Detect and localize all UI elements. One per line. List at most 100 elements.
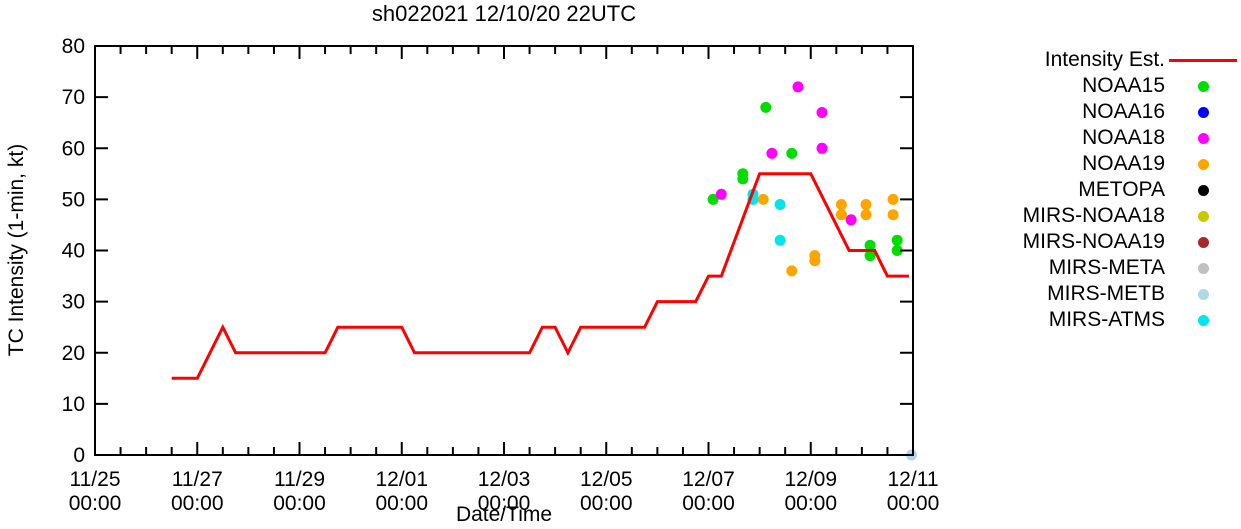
legend-label: Intensity Est. <box>1044 48 1165 71</box>
legend-label: MIRS-META <box>1048 256 1165 279</box>
legend-label: MIRS-NOAA18 <box>1022 204 1165 227</box>
scatter-point-noaa19 <box>809 255 821 267</box>
y-tick-label: 40 <box>62 240 85 263</box>
y-tick-label: 60 <box>62 137 85 160</box>
x-tick-label-time: 00:00 <box>887 492 940 515</box>
scatter-point-noaa19 <box>835 199 847 210</box>
scatter-point-noaa15 <box>737 173 749 185</box>
scatter-point-noaa18 <box>792 81 804 93</box>
dot-swatch-icon <box>1197 158 1209 170</box>
legend-item-noaa15: NOAA15 <box>945 73 1241 99</box>
legend-dot-sample <box>1165 288 1241 300</box>
intensity-line <box>171 172 909 380</box>
scatter-point-noaa15 <box>760 101 772 113</box>
x-tick-label-date: 12/07 <box>682 468 735 491</box>
scatter-point-noaa19 <box>835 209 847 221</box>
scatter-point-noaa19 <box>786 265 798 277</box>
legend-item-intensity-est-: Intensity Est. <box>945 47 1241 73</box>
scatter-point-noaa15 <box>864 239 876 251</box>
scatter-point-noaa15 <box>891 245 903 256</box>
dot-swatch-icon <box>1197 236 1209 248</box>
legend-dot-sample <box>1165 236 1241 248</box>
dot-swatch-icon <box>1197 80 1209 92</box>
dot-swatch-icon <box>1197 132 1209 144</box>
legend-label: MIRS-ATMS <box>1048 308 1165 331</box>
legend-label: MIRS-NOAA19 <box>1022 230 1165 253</box>
chart-title: sh022021 12/10/20 22UTC <box>371 1 637 26</box>
legend-dot-sample <box>1165 184 1241 196</box>
scatter-point-mirs-atms <box>774 234 786 246</box>
plot-frame <box>94 45 914 456</box>
x-tick-label-time: 00:00 <box>478 492 531 515</box>
legend-dot-sample <box>1165 314 1241 326</box>
scatter-point-mirs-atms <box>774 199 786 210</box>
x-tick-label-time: 00:00 <box>375 492 428 515</box>
x-tick-label-time: 00:00 <box>273 492 326 515</box>
x-tick-label-time: 00:00 <box>69 492 122 515</box>
y-tick-label: 80 <box>62 35 85 58</box>
legend-dot-sample <box>1165 106 1241 118</box>
scatter-point-noaa19 <box>887 193 899 205</box>
legend-dot-sample <box>1165 80 1241 92</box>
x-tick-label-date: 12/01 <box>375 468 428 491</box>
scatter-point-noaa15 <box>786 147 798 159</box>
legend-item-mirs-meta: MIRS-META <box>945 255 1241 281</box>
legend-item-noaa19: NOAA19 <box>945 151 1241 177</box>
legend-label: NOAA18 <box>1082 126 1165 149</box>
x-tick-label-date: 11/29 <box>274 468 325 491</box>
y-tick-label: 20 <box>62 342 85 365</box>
x-tick-label-date: 11/27 <box>172 468 223 491</box>
y-tick-label: 50 <box>62 188 85 211</box>
x-tick-label-time: 00:00 <box>580 492 633 515</box>
legend-dot-sample <box>1165 210 1241 222</box>
dot-swatch-icon <box>1197 210 1209 222</box>
legend-item-mirs-noaa18: MIRS-NOAA18 <box>945 203 1241 229</box>
dot-swatch-icon <box>1197 106 1209 118</box>
x-tick-label-date: 11/25 <box>70 468 121 491</box>
scatter-point-noaa15 <box>864 250 876 262</box>
legend-label: METOPA <box>1078 178 1165 201</box>
dot-swatch-icon <box>1197 184 1209 196</box>
legend-item-mirs-noaa19: MIRS-NOAA19 <box>945 229 1241 255</box>
scatter-point-noaa18 <box>845 214 857 226</box>
legend-item-mirs-metb: MIRS-METB <box>945 281 1241 307</box>
scatter-point-noaa15 <box>707 193 719 205</box>
scatter-point-noaa18 <box>715 188 727 200</box>
x-tick-label-time: 00:00 <box>784 492 837 515</box>
x-axis-title: Date/Time <box>455 503 553 526</box>
legend-dot-sample <box>1165 158 1241 170</box>
dot-swatch-icon <box>1197 314 1209 326</box>
legend-line-sample <box>1165 58 1241 62</box>
scatter-point-noaa19 <box>887 209 899 221</box>
legend-label: MIRS-METB <box>1047 282 1165 305</box>
x-tick-label-date: 12/05 <box>580 468 633 491</box>
x-tick-label-date: 12/11 <box>888 468 939 491</box>
legend-dot-sample <box>1165 262 1241 274</box>
scatter-point-noaa18 <box>816 142 828 154</box>
y-tick-label: 30 <box>62 291 85 314</box>
scatter-point-noaa19 <box>860 209 872 221</box>
x-tick-label-date: 12/09 <box>784 468 837 491</box>
legend-item-mirs-atms: MIRS-ATMS <box>945 307 1241 333</box>
scatter-point-noaa18 <box>816 107 828 118</box>
y-tick-label: 70 <box>62 86 85 109</box>
legend-dot-sample <box>1165 132 1241 144</box>
y-tick-label: 0 <box>73 444 85 467</box>
legend-label: NOAA19 <box>1082 152 1165 175</box>
legend-label: NOAA15 <box>1082 74 1165 97</box>
x-tick-label-time: 00:00 <box>682 492 735 515</box>
scatter-point-noaa19 <box>757 193 769 205</box>
legend: Intensity Est. NOAA15 NOAA16 NOAA18 NOAA19 ME… <box>945 47 1241 333</box>
scatter-point-noaa19 <box>860 199 872 210</box>
line-swatch-icon <box>1169 58 1237 62</box>
y-tick-label: 10 <box>62 393 85 416</box>
legend-label: NOAA16 <box>1082 100 1165 123</box>
scatter-point-noaa18 <box>766 147 778 159</box>
x-tick-label-time: 00:00 <box>171 492 224 515</box>
legend-item-noaa18: NOAA18 <box>945 125 1241 151</box>
dot-swatch-icon <box>1197 262 1209 274</box>
scatter-point-noaa15 <box>891 234 903 246</box>
dot-swatch-icon <box>1197 288 1209 300</box>
